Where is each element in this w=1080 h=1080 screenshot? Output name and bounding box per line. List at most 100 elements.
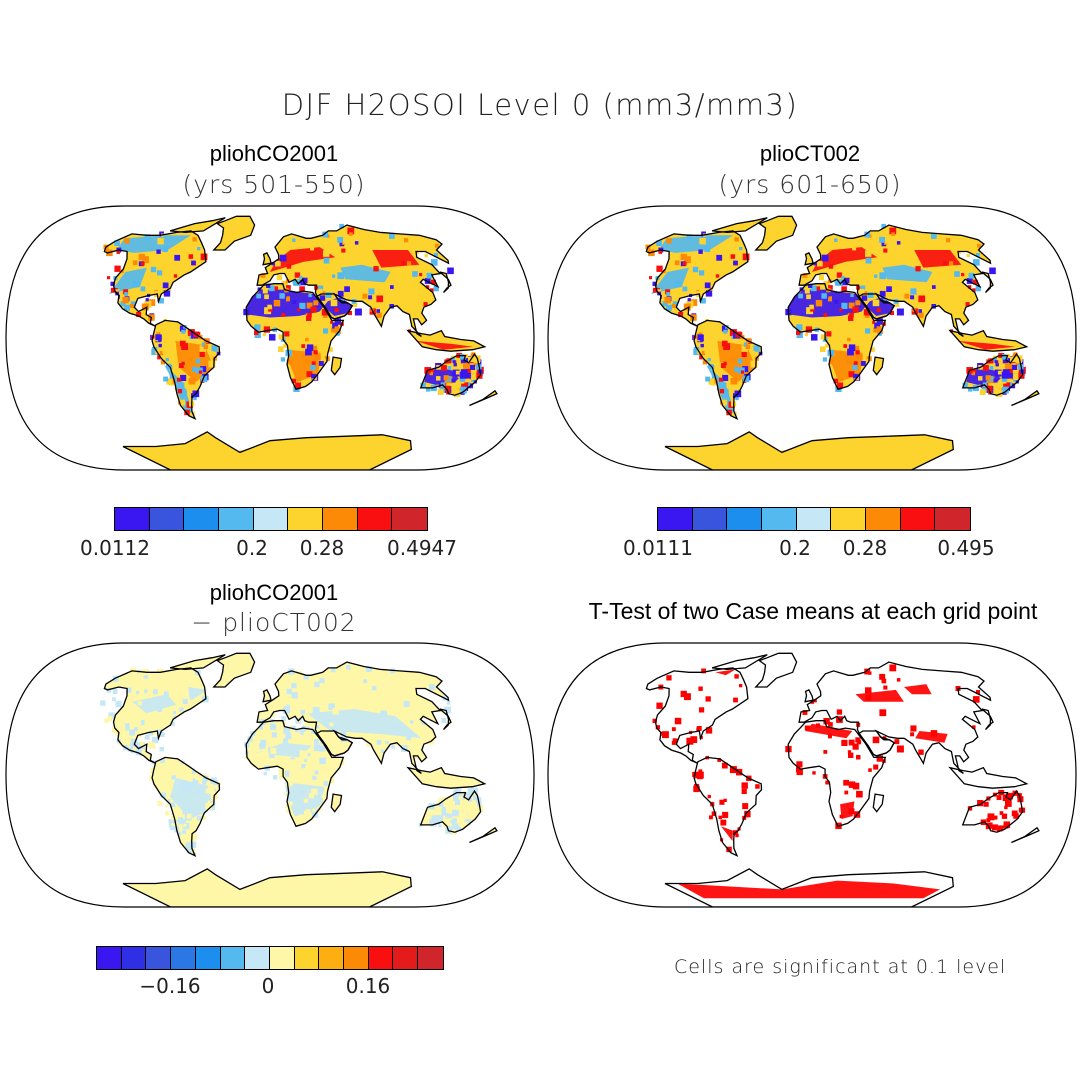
grid-cell	[330, 320, 334, 324]
grid-cell	[187, 808, 192, 813]
coastline-arabia	[315, 730, 354, 757]
grid-cell	[314, 770, 319, 775]
grid-cell	[178, 787, 183, 792]
grid-cell	[376, 312, 382, 318]
grid-cell	[447, 813, 452, 819]
grid-cell	[262, 333, 266, 337]
grid-cell	[692, 266, 699, 273]
grid-cell	[828, 734, 832, 739]
grid-cell	[680, 690, 687, 698]
grid-cell	[347, 227, 355, 235]
grid-cell	[200, 375, 208, 383]
grid-cell	[705, 696, 711, 702]
grid-cell	[180, 672, 184, 675]
map-difference	[5, 642, 535, 908]
grid-cell	[323, 781, 329, 786]
grid-cell	[304, 719, 312, 727]
grid-cell	[263, 771, 267, 776]
grid-cell	[136, 709, 140, 713]
grid-cell	[195, 358, 201, 364]
grid-cell	[836, 709, 843, 715]
grid-cell	[281, 716, 287, 721]
grid-cell	[867, 292, 874, 298]
coastline-canada_isl	[711, 654, 768, 671]
grid-cell	[274, 323, 282, 330]
grid-cell	[146, 741, 151, 746]
colorbar-swatch	[658, 508, 693, 530]
grid-cell	[181, 343, 188, 350]
grid-cell	[170, 721, 175, 726]
grid-cell	[993, 815, 998, 820]
grid-cell	[994, 360, 998, 364]
grid-cell	[256, 293, 261, 299]
grid-cell	[446, 816, 451, 822]
grid-cell	[268, 731, 274, 737]
grid-cell	[436, 376, 441, 381]
grid-cell	[301, 344, 306, 348]
grid-cell	[723, 329, 728, 334]
grid-cell	[200, 366, 207, 373]
grid-cell	[208, 800, 212, 805]
grid-cell	[968, 387, 973, 392]
grid-cell	[306, 302, 313, 309]
grid-cell	[146, 725, 151, 729]
grid-cell	[294, 272, 301, 278]
grid-cell	[291, 709, 298, 716]
grid-cell	[999, 811, 1004, 815]
grid-cell	[436, 815, 443, 823]
grid-cell	[292, 238, 296, 242]
grid-cell	[977, 800, 984, 807]
grid-cell	[160, 724, 165, 728]
grid-cell	[973, 259, 980, 266]
grid-cell	[349, 232, 353, 236]
grid-cell	[798, 293, 803, 299]
grid-cell	[347, 310, 352, 316]
grid-cell	[112, 697, 116, 702]
grid-cell	[878, 332, 882, 336]
grid-cell	[129, 729, 136, 736]
grid-cell	[690, 736, 698, 743]
grid-cell	[802, 273, 808, 278]
map-frame	[5, 642, 535, 908]
grid-cell	[671, 303, 676, 308]
grid-cell	[211, 345, 217, 351]
grid-cell	[255, 741, 260, 745]
grid-cell	[145, 735, 150, 740]
grid-cell	[177, 377, 181, 382]
grid-cell	[161, 793, 165, 797]
grid-cell	[874, 274, 878, 278]
grid-cell	[291, 692, 298, 699]
grid-cell	[267, 304, 272, 310]
coastline-japan	[981, 271, 994, 293]
grid-cell	[804, 333, 808, 337]
coastline-indonesia	[406, 329, 487, 352]
grid-cell	[271, 700, 277, 707]
grid-cell	[321, 795, 326, 800]
grid-cell	[1013, 373, 1020, 380]
grid-cell	[983, 364, 989, 371]
grid-cell	[168, 819, 173, 824]
grid-cell	[159, 732, 165, 737]
grid-cell	[753, 345, 759, 351]
grid-cell	[846, 358, 853, 365]
grid-cell	[328, 347, 333, 352]
grid-cell	[818, 274, 825, 281]
coastline-uk	[262, 252, 272, 266]
grid-cell	[876, 326, 882, 332]
grid-cell	[1013, 813, 1019, 819]
grid-cell	[1008, 361, 1012, 366]
grid-cell	[182, 810, 187, 815]
grid-cell	[693, 334, 701, 342]
grid-cell	[804, 725, 810, 731]
grid-cell	[450, 819, 454, 824]
grid-cell	[311, 373, 316, 379]
grid-cell	[985, 375, 991, 381]
grid-cell	[855, 300, 861, 306]
grid-cell	[144, 689, 148, 693]
grid-cell	[726, 846, 732, 853]
grid-cell	[450, 357, 455, 363]
grid-cell	[314, 353, 321, 361]
land-uk	[263, 252, 272, 265]
grid-cell	[366, 725, 370, 729]
grid-cell	[283, 792, 287, 796]
